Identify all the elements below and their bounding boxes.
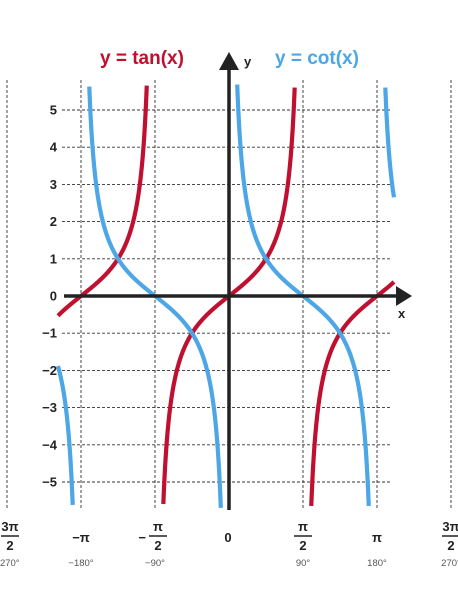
- legend-tan: y = tan(x): [100, 48, 184, 69]
- x-tick-degrees: 270°: [441, 558, 458, 569]
- x-tick-denominator: 2: [447, 538, 454, 553]
- x-tick-numerator: π: [153, 519, 163, 534]
- y-tick-label: −3: [42, 400, 57, 415]
- y-axis-label: y: [244, 54, 252, 69]
- y-tick-label: 3: [50, 177, 57, 192]
- tan-curve-segment: [56, 85, 149, 318]
- x-tick-degrees: −180°: [68, 558, 93, 569]
- x-axis-label: x: [398, 306, 406, 321]
- x-tick-denominator: 2: [154, 538, 161, 553]
- cot-curve-segment: [383, 87, 397, 198]
- x-tick-denominator: 2: [6, 538, 13, 553]
- y-tick-label: −5: [42, 475, 57, 490]
- y-tick-label: 5: [50, 103, 57, 118]
- x-tick-label: −π: [72, 530, 90, 545]
- x-tick-denominator: 2: [299, 538, 306, 553]
- tan-curve-segment: [309, 280, 396, 507]
- x-tick-label: π: [372, 530, 382, 545]
- y-tick-label: −1: [42, 326, 57, 341]
- x-tick-degrees: 90°: [296, 558, 311, 569]
- x-tick-numerator: 3π: [1, 519, 18, 534]
- x-tick-numerator: π: [298, 519, 308, 534]
- x-axis-arrow: [396, 286, 412, 306]
- y-tick-label: 4: [50, 140, 58, 155]
- x-tick-degrees: −90°: [145, 558, 165, 569]
- x-tick-degrees: −270°: [0, 558, 20, 569]
- y-tick-label: 1: [50, 251, 57, 266]
- legend-cot: y = cot(x): [275, 48, 359, 69]
- x-tick-numerator: 3π: [442, 519, 458, 534]
- cot-curve-segment: [55, 365, 75, 505]
- y-tick-label: 0: [50, 289, 57, 304]
- y-axis-arrow: [219, 52, 239, 70]
- x-tick-label: 0: [224, 530, 231, 545]
- x-tick-minus: −: [138, 530, 146, 545]
- axes: [64, 52, 412, 510]
- y-tick-label: −4: [42, 437, 58, 452]
- y-tick-label: −2: [42, 363, 57, 378]
- x-tick-degrees: 180°: [367, 558, 387, 569]
- y-tick-label: 2: [50, 214, 57, 229]
- tick-labels: 543210−1−2−3−4−5−2π−360°−3π2−270°−π−180°…: [0, 103, 458, 569]
